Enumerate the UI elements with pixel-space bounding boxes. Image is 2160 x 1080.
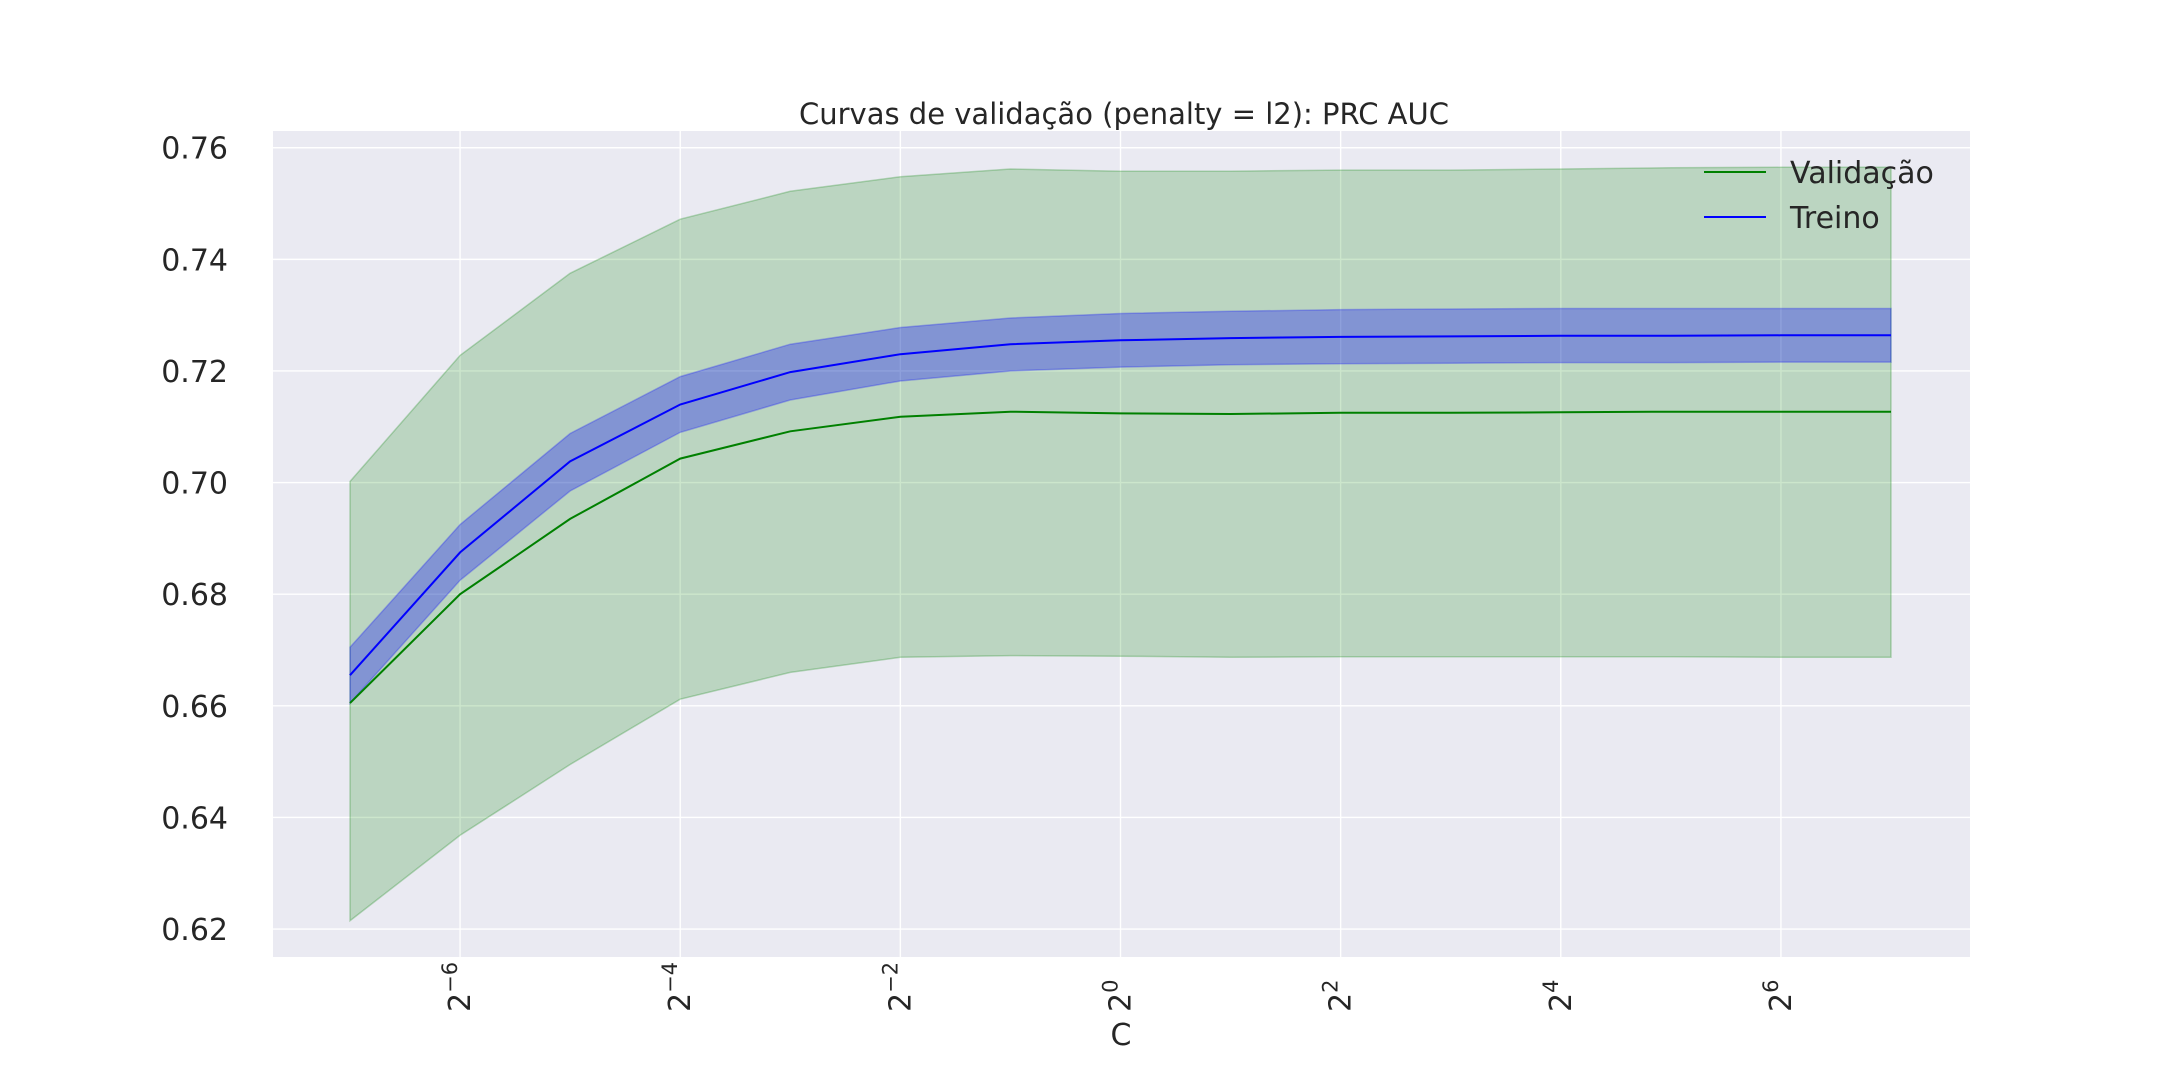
legend-label-validacao: Validação — [1790, 156, 1934, 191]
x-tick-label: 2−6 — [438, 962, 478, 1012]
series-lines — [349, 334, 1891, 704]
y-tick-label: 0.68 — [161, 578, 228, 613]
x-axis-ticks: 2−6 2−4 2−2 20 22 24 26 — [438, 962, 1799, 1012]
y-tick-label: 0.76 — [161, 132, 228, 167]
svg-text:24: 24 — [1539, 980, 1579, 1012]
y-tick-label: 0.62 — [161, 913, 228, 948]
series-line-validacao — [349, 410, 1891, 704]
std-band-validacao — [349, 166, 1892, 923]
y-tick-label: 0.72 — [161, 355, 228, 390]
chart-title: Curvas de validação (penalty = l2): PRC … — [799, 97, 1449, 131]
std-bands — [349, 166, 1892, 923]
x-tick-label: 2−2 — [878, 962, 918, 1012]
x-axis-label: C — [1111, 1018, 1132, 1053]
svg-text:2−2: 2−2 — [878, 962, 918, 1012]
legend: Validação Treino — [1704, 156, 1934, 236]
svg-text:26: 26 — [1759, 980, 1799, 1012]
y-tick-label: 0.74 — [161, 243, 228, 278]
svg-text:22: 22 — [1319, 980, 1359, 1012]
y-tick-label: 0.64 — [161, 801, 228, 836]
svg-text:20: 20 — [1099, 980, 1139, 1012]
series-line-treino — [349, 334, 1891, 676]
legend-label-treino: Treino — [1789, 201, 1880, 236]
y-axis-ticks: 0.62 0.64 0.66 0.68 0.70 0.72 0.74 0.76 — [161, 132, 228, 948]
x-tick-label: 24 — [1539, 980, 1579, 1012]
x-tick-label: 26 — [1759, 980, 1799, 1012]
y-tick-label: 0.70 — [161, 467, 228, 502]
plot-area — [273, 131, 1970, 957]
svg-text:2−4: 2−4 — [658, 962, 698, 1012]
x-tick-label: 2−4 — [658, 962, 698, 1012]
svg-text:2−6: 2−6 — [438, 962, 478, 1012]
x-tick-label: 22 — [1319, 980, 1359, 1012]
grid-lines — [273, 131, 1970, 957]
std-band-treino — [349, 307, 1892, 706]
x-tick-label: 20 — [1099, 980, 1139, 1012]
y-tick-label: 0.66 — [161, 690, 228, 725]
